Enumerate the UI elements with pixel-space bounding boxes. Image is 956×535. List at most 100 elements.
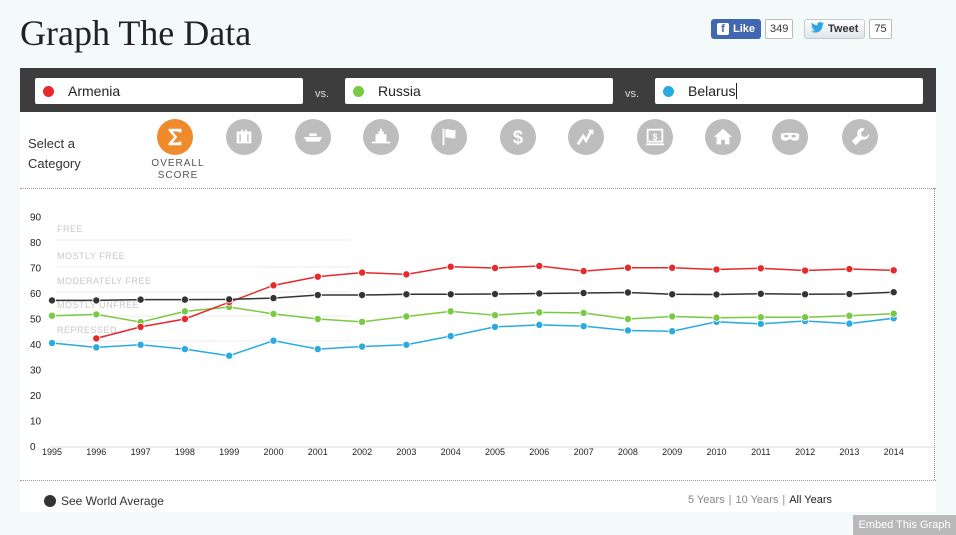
data-point-belarus [756,319,765,328]
dollar-icon: $ [513,126,523,147]
data-point-russia [535,308,544,317]
data-point-armenia [712,265,721,274]
category-property[interactable] [705,119,741,155]
house-icon [713,128,733,145]
data-point-world-average [313,291,322,300]
series-line-belarus [51,317,894,357]
bank-icon: $ [645,128,665,146]
country-1-name: Armenia [68,83,121,99]
twitter-tweet[interactable]: Tweet 75 [804,19,892,39]
category-monetary[interactable]: $ [500,119,536,155]
data-point-world-average [535,289,544,298]
category-corruption[interactable] [772,119,808,155]
data-point-belarus [136,340,145,349]
vs-label-2: vs. [625,88,640,100]
chart-right-border [934,188,935,480]
data-point-armenia [269,281,278,290]
data-point-belarus [623,326,632,335]
data-point-russia [313,315,322,324]
data-point-armenia [889,266,898,275]
data-point-belarus [358,342,367,351]
data-point-world-average [490,290,499,299]
country-1-color-dot [43,85,54,97]
data-point-russia [47,311,56,320]
data-point-russia [668,312,677,321]
facebook-like-count: 349 [765,19,794,39]
divider-top [20,188,936,189]
data-point-russia [801,313,810,322]
data-point-belarus [446,332,455,341]
y-tick-label: 40 [30,340,42,351]
facebook-like-label: Like [733,23,756,35]
data-point-russia [579,308,588,317]
data-point-russia [92,310,101,319]
data-point-world-average [801,290,810,299]
tweet-label: Tweet [828,23,859,35]
x-tick-label: 1996 [86,447,106,457]
band-label: MOSTLY UNFREE [57,300,139,310]
y-tick-label: 10 [30,417,42,428]
category-investment[interactable] [568,119,604,155]
world-average-dot [44,495,56,507]
government-building-icon [371,128,391,144]
y-tick-label: 90 [30,213,42,224]
y-tick-label: 30 [30,366,42,377]
category-labor[interactable] [842,119,878,155]
data-point-world-average [756,289,765,298]
band-label: MODERATELY FREE [57,276,152,286]
x-tick-label: 2009 [662,447,682,457]
data-point-armenia [490,264,499,273]
x-tick-label: 2014 [884,447,904,457]
world-average-label: See World Average [61,494,164,508]
mask-icon [780,132,800,141]
embed-graph-button[interactable]: Embed This Graph [853,515,956,535]
category-trade[interactable] [295,119,331,155]
category-financial[interactable]: $ [637,119,673,155]
data-point-armenia [845,265,854,274]
data-point-belarus [402,340,411,349]
sigma-icon [168,128,182,146]
range-separator: | [782,494,786,506]
data-point-world-average [358,291,367,300]
x-tick-label: 2003 [396,447,416,457]
category-government[interactable] [363,119,399,155]
bird-icon [811,22,824,36]
x-tick-label: 2008 [618,447,638,457]
country-3-color-dot [663,85,674,97]
data-point-belarus [535,320,544,329]
country-field-1[interactable]: Armenia [35,78,303,104]
tweet-count: 75 [869,19,892,39]
range-5-years[interactable]: 5 Years [687,494,725,506]
x-tick-label: 2004 [441,447,461,457]
trend-arrow-icon [576,129,594,146]
country-field-2[interactable]: Russia [345,78,613,104]
data-point-belarus [845,319,854,328]
data-point-russia [845,311,854,320]
time-range-selector: 5 Years | 10 Years | All Years [688,494,832,506]
y-tick-label: 70 [30,264,42,275]
category-overall-score[interactable] [157,119,193,155]
range-all-years[interactable]: All Years [789,494,832,506]
range-separator: | [728,494,732,506]
svg-text:$: $ [652,132,657,142]
data-point-belarus [92,343,101,352]
data-point-armenia [358,268,367,277]
range-10-years[interactable]: 10 Years [735,494,779,506]
x-tick-label: 2007 [574,447,594,457]
y-tick-label: 50 [30,315,42,326]
data-point-armenia [623,263,632,272]
tweet-button[interactable]: Tweet [804,19,866,39]
data-point-world-average [712,290,721,299]
facebook-like-button[interactable]: f Like [711,19,762,39]
see-world-average-toggle[interactable]: See World Average [44,494,164,508]
band-label: REPRESSED [57,325,117,335]
band-label: MOSTLY FREE [57,251,125,261]
data-point-belarus [490,322,499,331]
series-line-world-average [52,291,894,302]
category-business[interactable] [226,119,262,155]
freedom-score-chart: 0 10 20 30 40 50 60 70 80 90 FREE MOSTLY FREE MODERA… [30,213,936,457]
category-freedom[interactable] [431,119,467,155]
country-2-color-dot [353,85,364,97]
facebook-like[interactable]: f Like 349 [711,19,794,39]
country-field-3[interactable]: Belarus [655,78,923,104]
